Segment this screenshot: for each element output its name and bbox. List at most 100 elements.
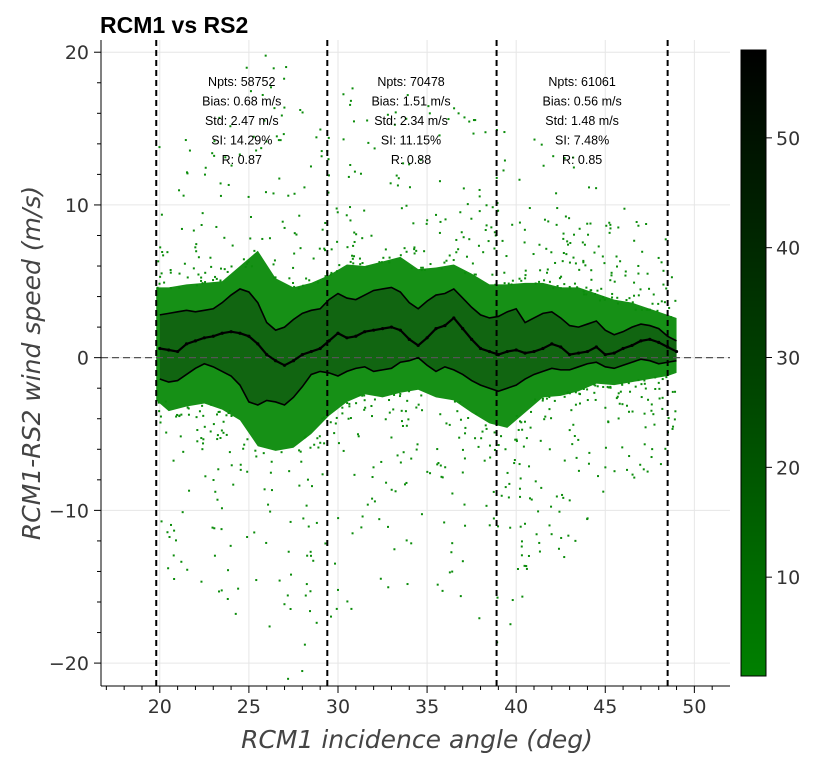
density-speck bbox=[623, 207, 626, 210]
density-speck bbox=[327, 136, 330, 139]
density-speck bbox=[436, 448, 439, 451]
mean-point bbox=[220, 331, 224, 335]
density-speck bbox=[643, 412, 646, 415]
density-speck bbox=[610, 274, 613, 277]
density-speck bbox=[657, 381, 660, 384]
density-speck bbox=[524, 277, 527, 280]
density-speck bbox=[410, 267, 413, 270]
density-speck bbox=[273, 107, 276, 110]
density-speck bbox=[212, 479, 215, 482]
density-speck bbox=[665, 376, 668, 379]
density-speck bbox=[174, 539, 177, 542]
colorbar-tick-label: 50 bbox=[776, 128, 800, 150]
density-speck bbox=[224, 156, 227, 159]
density-speck bbox=[407, 418, 410, 421]
density-speck bbox=[209, 403, 212, 406]
density-speck bbox=[252, 135, 255, 138]
density-speck bbox=[455, 238, 458, 241]
density-speck bbox=[421, 409, 424, 412]
density-speck bbox=[426, 470, 429, 473]
density-speck bbox=[415, 448, 418, 451]
density-speck bbox=[619, 390, 622, 393]
density-speck bbox=[573, 233, 576, 236]
density-speck bbox=[373, 500, 376, 503]
density-speck bbox=[518, 221, 521, 224]
density-speck bbox=[172, 554, 175, 557]
density-speck bbox=[500, 435, 503, 438]
density-speck bbox=[440, 475, 443, 478]
density-speck bbox=[492, 517, 495, 520]
density-speck bbox=[494, 283, 497, 286]
density-speck bbox=[352, 262, 355, 265]
density-speck bbox=[513, 458, 516, 461]
density-speck bbox=[161, 251, 164, 254]
density-speck bbox=[195, 243, 198, 246]
beam-stat-line: Bias: 0.68 m/s bbox=[202, 95, 281, 109]
density-speck bbox=[641, 250, 644, 253]
density-speck bbox=[637, 224, 640, 227]
density-speck bbox=[210, 265, 213, 268]
density-speck bbox=[593, 292, 596, 295]
density-speck bbox=[572, 166, 575, 169]
beam-stat-line: R: 0.85 bbox=[562, 153, 602, 167]
density-speck bbox=[349, 260, 352, 263]
density-speck bbox=[482, 251, 485, 254]
density-speck bbox=[557, 547, 560, 550]
density-speck bbox=[640, 308, 643, 311]
density-speck bbox=[624, 270, 627, 273]
density-speck bbox=[611, 292, 614, 295]
density-speck bbox=[654, 376, 657, 379]
density-speck bbox=[182, 194, 185, 197]
density-speck bbox=[436, 583, 439, 586]
density-speck bbox=[330, 271, 333, 274]
density-speck bbox=[572, 423, 575, 426]
density-speck bbox=[244, 265, 247, 268]
density-speck bbox=[428, 112, 431, 115]
density-speck bbox=[503, 131, 506, 134]
mean-point bbox=[336, 331, 340, 335]
density-speck bbox=[353, 240, 356, 243]
density-speck bbox=[395, 174, 398, 177]
density-speck bbox=[596, 289, 599, 292]
density-speck bbox=[270, 86, 273, 89]
density-speck bbox=[246, 470, 249, 473]
density-speck bbox=[534, 282, 537, 285]
density-speck bbox=[585, 286, 588, 289]
density-speck bbox=[521, 595, 524, 598]
density-speck bbox=[573, 435, 576, 438]
mean-point bbox=[211, 334, 215, 338]
density-speck bbox=[158, 146, 161, 149]
density-speck bbox=[504, 448, 507, 451]
density-speck bbox=[463, 503, 466, 506]
y-tick-label: −20 bbox=[49, 653, 89, 675]
density-speck bbox=[298, 449, 301, 452]
density-speck bbox=[239, 468, 242, 471]
density-speck bbox=[653, 423, 656, 426]
density-speck bbox=[378, 261, 381, 264]
density-speck bbox=[269, 510, 272, 513]
density-speck bbox=[462, 236, 465, 239]
mean-point bbox=[425, 336, 429, 340]
density-speck bbox=[204, 166, 207, 169]
density-speck bbox=[558, 510, 561, 513]
density-speck bbox=[305, 504, 308, 507]
density-speck bbox=[496, 596, 499, 599]
density-speck bbox=[511, 599, 514, 602]
density-speck bbox=[511, 279, 514, 282]
density-speck bbox=[201, 448, 204, 451]
density-speck bbox=[578, 268, 581, 271]
density-speck bbox=[436, 463, 439, 466]
density-speck bbox=[416, 443, 419, 446]
density-speck bbox=[484, 424, 487, 427]
density-speck bbox=[463, 457, 466, 460]
density-speck bbox=[201, 212, 204, 215]
density-speck bbox=[478, 210, 481, 213]
density-speck bbox=[327, 174, 330, 177]
density-speck bbox=[568, 261, 571, 264]
density-speck bbox=[327, 158, 330, 161]
density-speck bbox=[229, 544, 232, 547]
density-speck bbox=[613, 280, 616, 283]
density-speck bbox=[281, 220, 284, 223]
density-speck bbox=[169, 523, 172, 526]
